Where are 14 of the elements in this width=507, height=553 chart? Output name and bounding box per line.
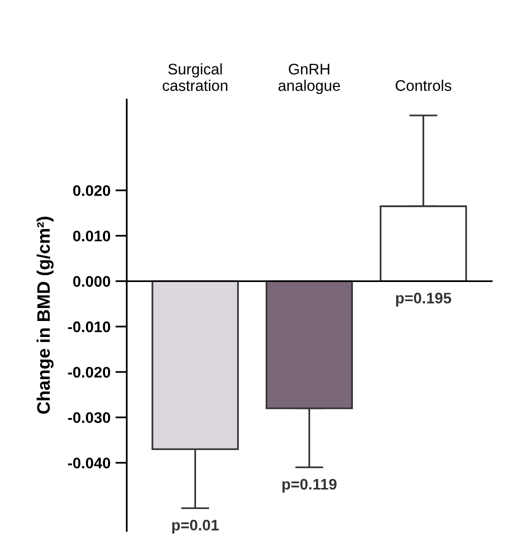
y-tick-label: 0.010 — [73, 230, 110, 242]
y-tick-label: 0.020 — [73, 185, 110, 196]
y-tick-label: -0.040 — [68, 458, 110, 468]
x-tick-label: GnRH analogue — [278, 64, 340, 94]
y-tick-label: -0.010 — [68, 321, 110, 332]
annotation: p=0.01 — [172, 520, 219, 534]
annotation: p=0.195 — [396, 292, 452, 307]
x-tick-label: Surgical castration — [162, 63, 228, 91]
y-tick-label: -0.030 — [68, 412, 110, 424]
annotation: p=0.119 — [282, 478, 337, 493]
x-tick-label: Controls — [396, 80, 452, 91]
y-tick-label: 0.000 — [73, 276, 110, 287]
y-tick-label: -0.020 — [68, 366, 110, 378]
y-axis-title: Change in BMD (g/cm²) — [36, 216, 54, 414]
